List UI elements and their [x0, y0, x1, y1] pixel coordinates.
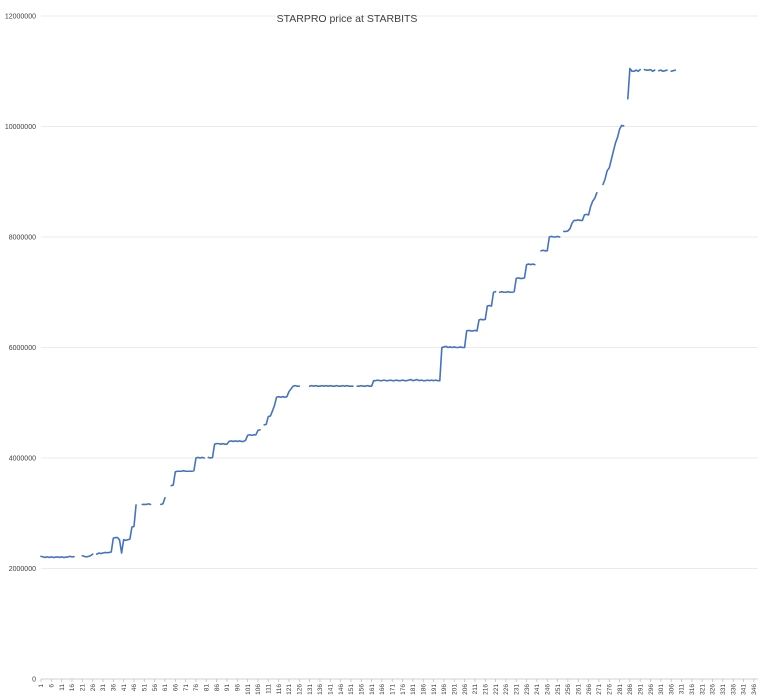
- x-tick-label: 236: [524, 684, 531, 695]
- x-tick-label: 181: [410, 684, 417, 695]
- series-line-1: [40, 67, 677, 559]
- x-tick-label: 16: [69, 684, 76, 692]
- x-tick-label: 111: [265, 684, 272, 694]
- x-tick-label: 256: [565, 684, 572, 695]
- x-tick-label: 316: [689, 684, 696, 695]
- x-tick-label: 146: [338, 684, 345, 695]
- y-tick-label: 2000000: [9, 566, 36, 573]
- y-tick-label: 0: [32, 677, 36, 684]
- x-tick-label: 311: [679, 684, 686, 695]
- x-tick-label: 131: [307, 684, 314, 695]
- x-tick-label: 106: [255, 684, 262, 695]
- x-tick-label: 241: [534, 684, 541, 695]
- x-tick-label: 216: [482, 684, 489, 695]
- x-tick-label: 191: [431, 684, 438, 695]
- x-tick-label: 266: [586, 684, 593, 695]
- x-tick-label: 286: [627, 684, 634, 695]
- x-tick-label: 196: [441, 684, 448, 695]
- x-tick-label: 66: [173, 684, 180, 692]
- x-tick-label: 41: [121, 684, 128, 692]
- y-tick-label: 10000000: [5, 124, 36, 131]
- x-tick-label: 56: [152, 684, 159, 692]
- y-tick-label: 8000000: [9, 235, 36, 242]
- y-tick-label: 6000000: [9, 345, 36, 352]
- x-tick-label: 261: [575, 684, 582, 695]
- x-tick-label: 46: [131, 684, 138, 692]
- x-tick-label: 166: [379, 684, 386, 695]
- x-tick-label: 11: [59, 684, 66, 691]
- x-tick-label: 276: [606, 684, 613, 695]
- x-tick-label: 136: [317, 684, 324, 695]
- x-tick-label: 36: [111, 684, 118, 692]
- x-tick-label: 161: [369, 684, 376, 695]
- x-tick-label: 271: [596, 684, 603, 695]
- x-tick-label: 186: [420, 684, 427, 695]
- y-tick-label: 4000000: [9, 456, 36, 463]
- x-tick-label: 346: [751, 684, 758, 695]
- x-tick-label: 141: [327, 684, 334, 695]
- x-tick-label: 296: [648, 684, 655, 695]
- x-tick-label: 126: [296, 684, 303, 695]
- x-tick-label: 86: [214, 684, 221, 692]
- x-tick-label: 201: [451, 684, 458, 695]
- x-tick-label: 281: [617, 684, 624, 695]
- x-tick-label: 31: [100, 684, 107, 692]
- x-tick-label: 251: [555, 684, 562, 695]
- x-tick-label: 306: [668, 684, 675, 695]
- x-tick-label: 221: [493, 684, 500, 695]
- x-tick-label: 91: [224, 684, 231, 692]
- y-axis-tick-labels: 0 2000000 4000000 6000000 8000000 10000000 120…: [5, 14, 36, 684]
- x-tick-label: 156: [358, 684, 365, 695]
- x-tick-label: 1: [38, 684, 45, 688]
- x-tick-label: 151: [348, 684, 355, 695]
- x-tick-label: 336: [730, 684, 737, 695]
- gridlines: [41, 15, 758, 680]
- x-tick-label: 26: [90, 684, 97, 692]
- x-tick-label: 76: [193, 684, 200, 692]
- y-tick-label: 12000000: [5, 14, 36, 21]
- x-tick-label: 51: [142, 684, 149, 692]
- x-tick-label: 96: [234, 684, 241, 692]
- x-tick-label: 21: [80, 684, 87, 692]
- x-tick-label: 116: [276, 684, 283, 695]
- x-tick-label: 231: [513, 684, 520, 695]
- x-tick-label: 206: [462, 684, 469, 695]
- x-tick-label: 326: [710, 684, 717, 695]
- x-tick-label: 211: [472, 684, 479, 695]
- x-tick-label: 226: [503, 684, 510, 695]
- x-tick-label: 341: [741, 684, 748, 695]
- x-axis-tick-labels: 1 6 11 16 21 26 31 36 41 46 51 56 61 66 71 76 81 86 91 96 10…: [38, 679, 758, 695]
- x-tick-label: 301: [658, 684, 665, 695]
- x-tick-label: 321: [699, 684, 706, 695]
- x-tick-label: 331: [720, 684, 727, 695]
- x-tick-label: 61: [162, 684, 169, 692]
- x-tick-label: 176: [400, 684, 407, 695]
- x-tick-label: 101: [245, 684, 252, 695]
- x-tick-label: 171: [389, 684, 396, 695]
- x-tick-label: 71: [183, 684, 190, 692]
- chart-title: STARPRO price at STARBITS: [277, 13, 418, 25]
- x-tick-label: 246: [544, 684, 551, 695]
- x-tick-label: 6: [49, 684, 56, 688]
- x-tick-label: 81: [204, 684, 211, 692]
- x-tick-label: 121: [286, 684, 293, 695]
- series-lines: [40, 67, 677, 559]
- x-tick-label: 291: [637, 684, 644, 695]
